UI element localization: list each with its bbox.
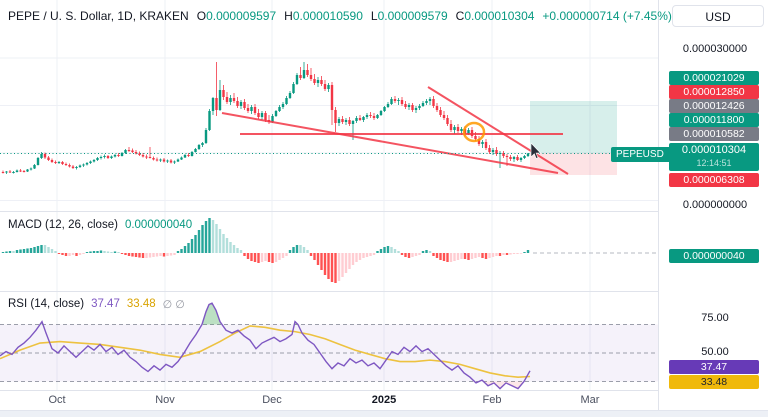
mouse-cursor-icon [530,142,542,159]
price-level-badge: 0.000021029 [669,71,759,85]
trendline-drawings[interactable] [221,86,569,175]
axis-label-top: 0.000030000 [682,43,748,55]
price-level-badge: 0.000006308 [669,173,759,187]
macd-value-badge: 0.000000040 [669,249,759,263]
chart-canvas[interactable] [0,0,658,417]
symbol-title[interactable]: PEPE / U. S. Dollar, 1D, KRAKEN [8,9,189,23]
symbol-price-tag: PEPEUSD [611,147,669,162]
ohlc-open: O0.000009597 [196,9,277,23]
ohlc-close: C0.000010304 [455,9,535,23]
time-axis-separator [0,390,768,391]
rsi-legend-title: RSI (14, close) [8,298,85,310]
time-axis-label: Mar [580,394,600,406]
macd-legend[interactable]: MACD (12, 26, close) 0.000000040 [8,219,192,231]
time-axis-label: Dec [262,394,282,406]
axis-label-zero: 0.000000000 [682,199,748,211]
price-level-badge: 0.000012426 [669,99,759,113]
time-axis-label: Oct [48,394,66,406]
rsi-50-label: 50.00 [701,346,729,358]
rsi-ma-badge: 33.48 [669,375,759,389]
bottom-edge [0,410,768,417]
panel-separator[interactable] [0,291,768,292]
price-level-badge: 0.000010582 [669,127,759,141]
price-level-badge: 0.000012850 [669,85,759,99]
chart-legend: PEPE / U. S. Dollar, 1D, KRAKEN O0.00000… [8,8,672,24]
time-axis-label: Nov [155,394,175,406]
rsi-plot [0,302,658,390]
time-axis-label: Feb [482,394,502,406]
bar-countdown: 12:14:51 [696,158,732,168]
current-price-value: 0.000010304 [681,144,747,156]
macd-legend-value: 0.000000040 [124,219,193,231]
rsi-ma-legend-value: 33.48 [126,298,156,310]
price-change: +0.000000714 (+7.45%) [542,9,672,23]
macd-histogram [1,218,656,283]
price-axis[interactable]: 0.000030000 0.000000000 0.000021029 0.000… [658,0,768,417]
highlight-ellipse[interactable] [462,121,486,143]
rsi-legend-value: 37.47 [91,298,120,310]
panel-separator[interactable] [0,211,768,212]
currency-toggle-button[interactable]: USD [672,5,764,27]
ohlc-high: H0.000010590 [284,9,363,23]
rsi-value-badge: 37.47 [669,360,759,374]
rsi-empty-values: ∅ ∅ [162,299,185,311]
price-level-badge: 0.000011800 [669,113,759,127]
rsi-75-label: 75.00 [701,312,729,324]
time-axis[interactable]: Oct Nov Dec 2025 Feb Mar [0,394,658,410]
macd-legend-title: MACD (12, 26, close) [8,219,118,231]
ohlc-low: L0.000009579 [370,9,448,23]
candlestick-series [1,62,530,174]
time-axis-label: 2025 [371,394,397,406]
long-position-tool[interactable] [530,101,617,175]
rsi-legend[interactable]: RSI (14, close) 37.47 33.48 ∅ ∅ [8,298,185,311]
current-price-badge: 0.000010304 12:14:51 [669,143,759,171]
